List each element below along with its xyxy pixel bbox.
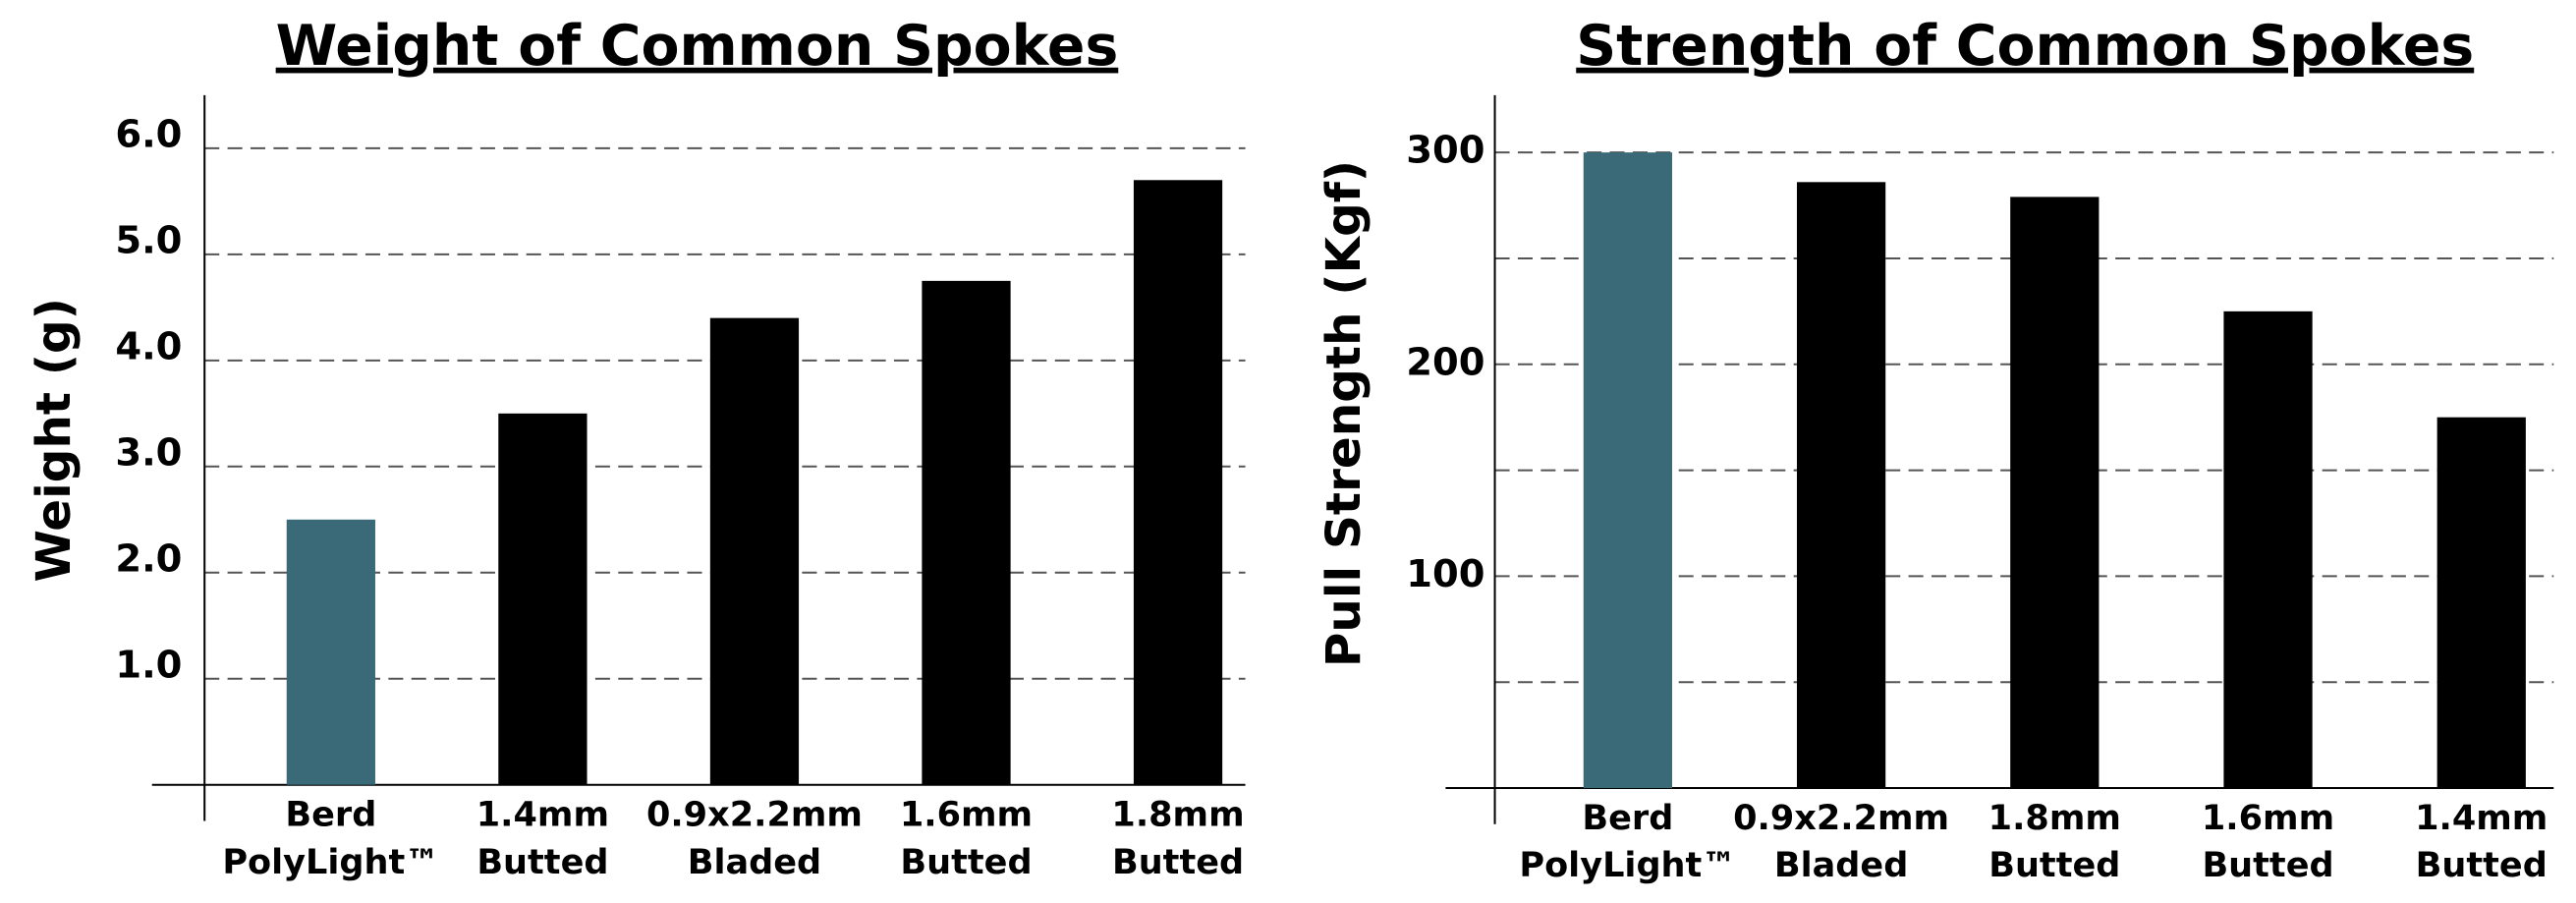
y-tick-label: 1.0 xyxy=(115,644,182,688)
bar xyxy=(2223,310,2313,789)
chart-title: Weight of Common Spokes xyxy=(276,14,1119,79)
x-tick-label: Butted xyxy=(476,842,608,882)
y-tick-label: 200 xyxy=(1406,340,1484,384)
x-tick-label: 1.4mm xyxy=(2415,798,2548,838)
x-tick-label: 1.8mm xyxy=(1111,794,1244,834)
bar xyxy=(1583,152,1672,789)
y-axis-title: Weight (g) xyxy=(27,298,82,582)
x-tick-label: Berd xyxy=(285,794,376,834)
x-tick-label: Butted xyxy=(2416,845,2548,885)
x-tick-label: 1.4mm xyxy=(476,794,609,834)
chart-title: Strength of Common Spokes xyxy=(1576,14,2474,79)
x-tick-label: Butted xyxy=(2202,845,2333,885)
bar xyxy=(286,519,375,785)
x-tick-label: Butted xyxy=(900,842,1032,882)
bar xyxy=(1796,182,1886,789)
x-tick-label: Bladed xyxy=(688,842,821,882)
x-tick-label: 0.9x2.2mm xyxy=(1733,798,1949,838)
bar xyxy=(2010,197,2100,789)
bar xyxy=(1133,180,1223,785)
y-axis-title: Pull Strength (Kgf) xyxy=(1316,160,1372,667)
x-tick-label: 0.9x2.2mm xyxy=(646,794,863,834)
x-tick-label: 1.8mm xyxy=(1988,798,2121,838)
x-tick-label: PolyLight™ xyxy=(222,842,439,882)
bar xyxy=(922,280,1011,785)
x-tick-label: Berd xyxy=(1582,798,1673,838)
y-tick-label: 3.0 xyxy=(115,431,182,476)
y-tick-label: 100 xyxy=(1406,552,1484,596)
bar xyxy=(498,413,588,785)
y-tick-label: 6.0 xyxy=(115,113,182,157)
y-tick-label: 5.0 xyxy=(115,219,182,263)
x-tick-label: Butted xyxy=(1988,845,2120,885)
bar xyxy=(709,317,800,785)
y-tick-label: 300 xyxy=(1406,129,1484,173)
x-tick-label: 1.6mm xyxy=(900,794,1033,834)
bar xyxy=(2436,417,2526,789)
x-tick-label: PolyLight™ xyxy=(1519,845,1736,885)
x-tick-label: Bladed xyxy=(1774,845,1908,885)
y-tick-label: 2.0 xyxy=(115,537,182,582)
y-tick-label: 4.0 xyxy=(115,325,182,369)
x-tick-label: 1.6mm xyxy=(2202,798,2334,838)
x-tick-label: Butted xyxy=(1112,842,1244,882)
